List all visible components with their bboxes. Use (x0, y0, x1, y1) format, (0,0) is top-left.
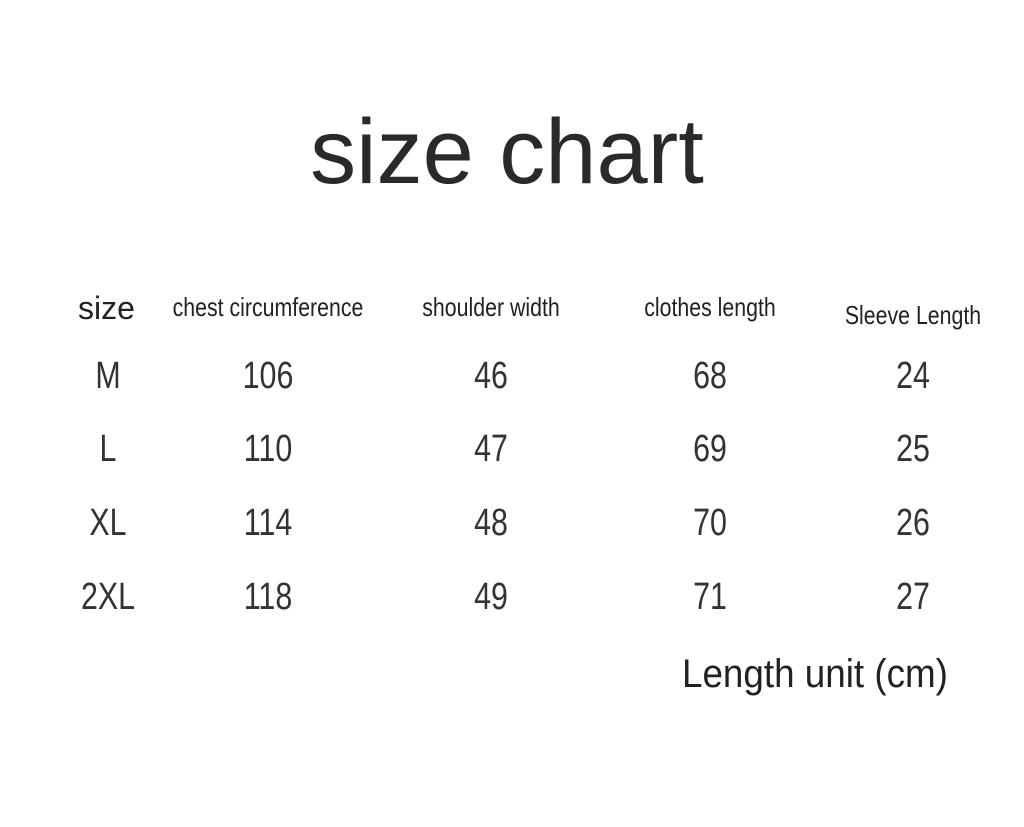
table-cell: 47 (474, 428, 508, 470)
unit-note: Length unit (cm) (682, 652, 948, 696)
column-header: size (78, 290, 135, 326)
column-header: clothes length (644, 292, 776, 322)
table-cell: 106 (242, 355, 294, 397)
table-cell: 68 (693, 355, 727, 397)
size-label: M (95, 355, 121, 397)
table-cell: 25 (896, 428, 930, 470)
table-cell: 118 (243, 576, 293, 618)
table-cell: 114 (243, 502, 293, 544)
table-cell: 69 (693, 428, 727, 470)
table-cell: 70 (693, 502, 727, 544)
page-title: size chart (310, 101, 704, 203)
table-cell: 46 (474, 355, 508, 397)
column-header: shoulder width (422, 292, 560, 322)
table-cell: 71 (693, 576, 727, 618)
table-cell: 49 (474, 576, 508, 618)
table-cell: 26 (896, 502, 930, 544)
column-header: Sleeve Length (844, 300, 982, 330)
column-header: chest circumference (172, 292, 364, 322)
table-cell: 24 (896, 355, 930, 397)
size-label: XL (89, 502, 127, 544)
size-label: 2XL (80, 576, 136, 618)
table-cell: 48 (474, 502, 508, 544)
table-cell: 110 (243, 428, 293, 470)
size-label: L (99, 428, 117, 470)
table-cell: 27 (896, 576, 930, 618)
